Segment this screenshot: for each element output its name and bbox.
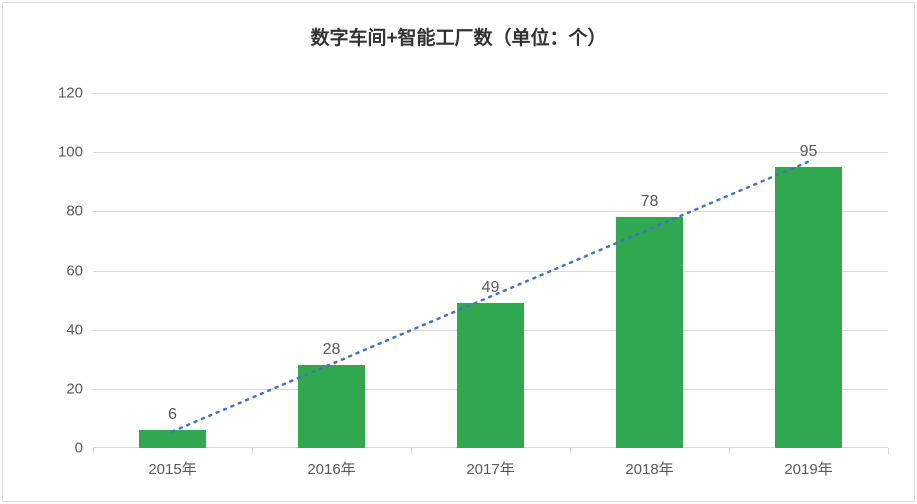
chart-frame: 数字车间+智能工厂数（单位：个） 0204060801001202015年201… (2, 2, 915, 502)
x-axis-label: 2018年 (625, 458, 673, 479)
bar-value-label: 49 (482, 279, 500, 303)
bar: 6 (139, 430, 206, 448)
y-axis-label: 60 (66, 262, 93, 279)
x-tick (729, 448, 730, 454)
x-tick (411, 448, 412, 454)
x-axis-label: 2016年 (307, 458, 355, 479)
gridline (93, 93, 888, 94)
y-axis-label: 100 (58, 144, 93, 161)
bar: 95 (775, 167, 842, 448)
bar-value-label: 78 (641, 193, 659, 217)
x-tick (570, 448, 571, 454)
y-axis-label: 0 (75, 440, 93, 457)
x-axis-label: 2015年 (148, 458, 196, 479)
x-tick (252, 448, 253, 454)
y-axis-label: 80 (66, 203, 93, 220)
bar: 78 (616, 217, 683, 448)
bar-value-label: 6 (168, 406, 177, 430)
y-axis-label: 20 (66, 380, 93, 397)
gridline (93, 211, 888, 212)
x-axis-label: 2017年 (466, 458, 514, 479)
x-tick (93, 448, 94, 454)
chart-title: 数字车间+智能工厂数（单位：个） (3, 23, 914, 50)
bar-value-label: 95 (800, 143, 818, 167)
gridline (93, 271, 888, 272)
plot-area: 0204060801001202015年2016年2017年2018年2019年… (93, 93, 888, 448)
gridline (93, 152, 888, 153)
x-axis-label: 2019年 (784, 458, 832, 479)
y-axis-label: 40 (66, 321, 93, 338)
bar: 49 (457, 303, 524, 448)
bar: 28 (298, 365, 365, 448)
bar-value-label: 28 (323, 341, 341, 365)
x-tick (888, 448, 889, 454)
y-axis-label: 120 (58, 85, 93, 102)
